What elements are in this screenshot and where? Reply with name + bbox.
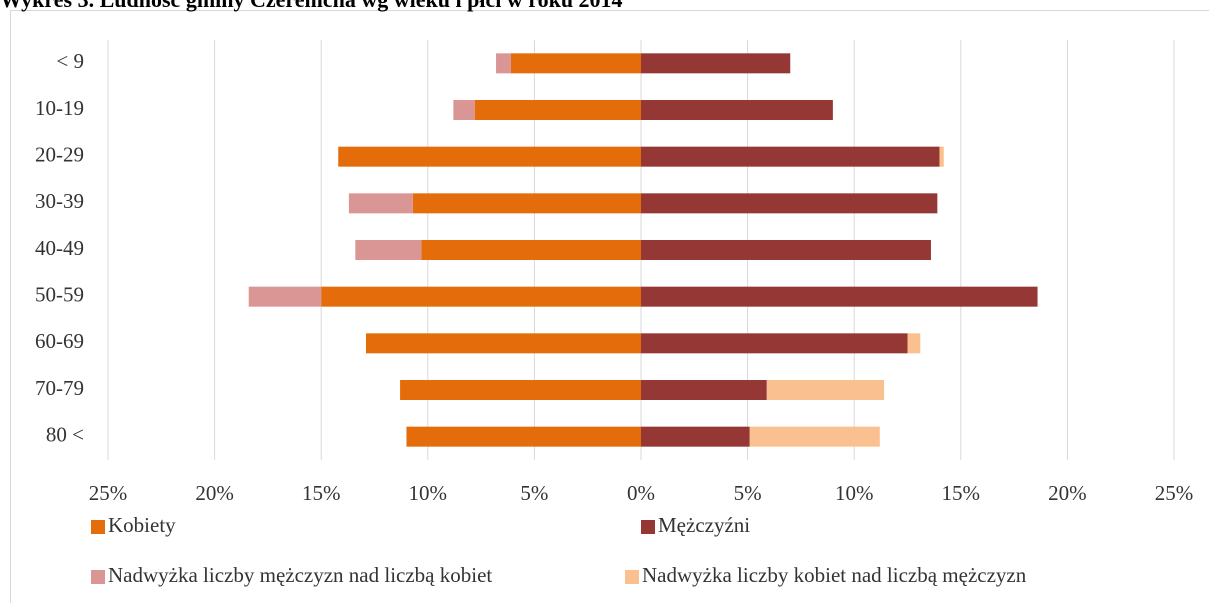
legend-swatch [91,570,105,584]
chart-frame [10,10,1209,603]
bar [641,240,931,260]
bar [641,426,750,447]
bar [496,53,511,74]
x-tick-label: 5% [520,481,548,505]
bar [939,146,944,167]
bar [412,193,641,214]
x-tick-label: 15% [942,481,981,505]
legend-swatch [641,520,655,534]
y-tick-label: 40-49 [35,236,84,260]
bar [474,100,641,120]
x-tick-label: 5% [734,481,762,505]
x-tick-label: 20% [195,481,234,505]
x-tick-label: 25% [89,481,128,505]
bar [421,240,641,260]
legend-swatch [625,570,639,584]
bar [348,193,413,214]
y-tick-label: 10-19 [35,96,84,120]
bar [406,426,641,447]
bar [453,100,475,120]
bar [338,146,641,167]
legend-label: Kobiety [108,513,176,537]
legend-label: Nadwyżka liczby mężczyzn nad liczbą kobi… [108,563,492,587]
x-tick-label: 10% [409,481,448,505]
bar [321,286,641,307]
bar [641,100,833,120]
bar [355,240,422,260]
bar [907,333,921,354]
x-tick-label: 10% [835,481,874,505]
x-tick-label: 20% [1048,481,1087,505]
bar [749,426,880,447]
y-tick-label: 30-39 [35,189,84,213]
bar [248,286,322,307]
legend-swatch [91,520,105,534]
y-tick-label: 70-79 [35,376,84,400]
bar [641,333,908,354]
bar [641,53,791,74]
x-tick-label: 0% [627,481,655,505]
chart-title: Wykres 3. Ludność gminy Czeremcha wg wie… [0,0,623,12]
bar [365,333,641,354]
bar [641,193,938,214]
legend-label: Mężczyźni [658,513,750,537]
bar [641,380,767,400]
bar [400,380,641,400]
bar [766,380,885,400]
y-tick-label: 50-59 [35,282,84,306]
bar [641,286,1038,307]
bar [510,53,641,74]
legend-label: Nadwyżka liczby kobiet nad liczbą mężczy… [642,563,1027,587]
bar [641,146,940,167]
x-tick-label: 15% [302,481,341,505]
y-tick-label: < 9 [56,49,84,73]
y-tick-label: 20-29 [35,142,84,166]
y-tick-label: 80 < [46,422,84,446]
y-tick-label: 60-69 [35,329,84,353]
x-tick-label: 25% [1155,481,1194,505]
